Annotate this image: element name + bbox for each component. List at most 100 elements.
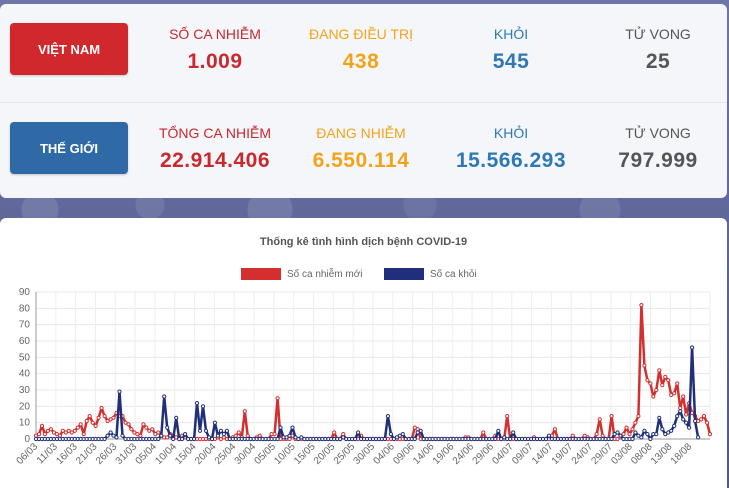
data-point [570,433,575,438]
data-point [63,430,68,435]
data-point [150,427,155,432]
data-point [153,432,158,437]
data-point [651,394,656,399]
data-point [672,391,677,396]
data-point [388,432,393,437]
data-point [499,436,504,442]
x-tick-label: 05/05 [253,441,279,467]
data-point [102,436,107,442]
data-point [168,433,173,438]
data-point [257,433,262,438]
data-point [642,428,647,433]
data-point [699,417,704,422]
data-point [511,430,516,435]
data-point [353,436,358,442]
data-point [552,427,558,432]
data-point [36,432,42,437]
x-tick-label: 30/04 [233,441,259,467]
data-point [48,427,54,432]
world-deaths-value: 797.999 [618,149,698,172]
data-point [203,428,209,433]
data-point [639,303,644,308]
legend-item-recovered[interactable]: Số ca khỏi [384,268,477,280]
data-point [415,430,420,435]
data-point [636,414,641,419]
vietnam-button[interactable]: VIỆT NAM [10,23,128,75]
data-point [197,428,203,433]
x-tick-label: 19/06 [431,441,457,467]
vn-cases-stat: SỐ CA NHIỄM 1.009 [140,4,290,74]
data-point [681,417,686,422]
data-point [209,436,215,442]
data-point [678,409,683,414]
world-button[interactable]: THẾ GIỚI [10,122,128,174]
data-point [165,435,170,440]
x-tick-label: 16/03 [54,441,80,467]
y-tick-label: 60 [19,336,31,347]
stats-card: VIỆT NAM SỐ CA NHIỄM 1.009 ĐANG ĐIỀU TRỊ… [0,4,727,198]
data-point [356,430,361,435]
x-tick-label: 26/03 [94,441,120,467]
data-point [666,430,671,435]
data-point [275,396,280,401]
data-point [296,436,301,442]
data-point [60,428,65,433]
legend-swatch-recovered [384,268,424,280]
data-point [96,415,101,420]
vn-treating-label: ĐANG ĐIỀU TRỊ [309,26,413,42]
legend-label-recovered: Số ca khỏi [430,268,477,280]
x-tick-label: 18/08 [669,441,695,467]
data-point [84,418,89,424]
x-tick-label: 24/06 [451,441,477,467]
data-point [418,428,423,433]
data-point [654,432,659,437]
data-point [609,436,614,442]
vn-deaths-label: TỬ VONG [625,26,691,42]
y-tick-label: 90 [19,287,31,298]
data-point [666,378,671,383]
x-tick-label: 14/06 [411,441,437,467]
data-point [707,432,713,437]
x-tick-label: 30/05 [352,441,378,467]
data-point [171,436,176,442]
x-tick-label: 13/08 [649,441,675,467]
data-point [633,420,638,425]
data-point [672,423,677,428]
data-point [594,432,599,437]
y-tick-label: 10 [19,418,31,429]
world-active-label: ĐANG NHIỄM [316,125,406,141]
vn-recovered-stat: KHỎI 545 [436,4,586,74]
data-point [615,430,620,435]
data-point [242,409,247,414]
x-tick-label: 15/05 [292,441,318,467]
data-point [645,432,650,437]
world-active-stat: ĐANG NHIỄM 6.550.114 [286,103,436,173]
data-point [645,378,650,383]
data-point [615,436,620,442]
data-point [224,428,229,433]
data-point [183,432,188,437]
data-point [609,414,614,419]
data-point [111,415,116,420]
chart-legend: Số ca nhiễm mới Số ca khỏi [0,268,727,284]
world-cases-stat: TỔNG CA NHIỄM 22.914.406 [140,103,290,173]
world-recovered-stat: KHỎI 15.566.293 [436,103,586,173]
data-point [657,368,662,373]
data-point [505,414,510,419]
data-point [338,436,343,442]
data-point [45,428,51,433]
y-tick-label: 0 [24,434,30,445]
x-tick-label: 05/04 [134,441,160,467]
world-recovered-value: 15.566.293 [455,149,567,172]
x-tick-label: 25/04 [213,441,239,467]
data-point [215,433,220,438]
legend-item-new-cases[interactable]: Số ca nhiễm mới [241,268,362,280]
world-deaths-label: TỬ VONG [625,125,691,141]
data-point [111,433,116,438]
data-point [66,428,71,433]
world-active-value: 6.550.114 [312,149,410,172]
data-point [690,345,695,350]
data-point [284,435,289,440]
data-point [272,432,277,437]
data-point [684,420,689,425]
